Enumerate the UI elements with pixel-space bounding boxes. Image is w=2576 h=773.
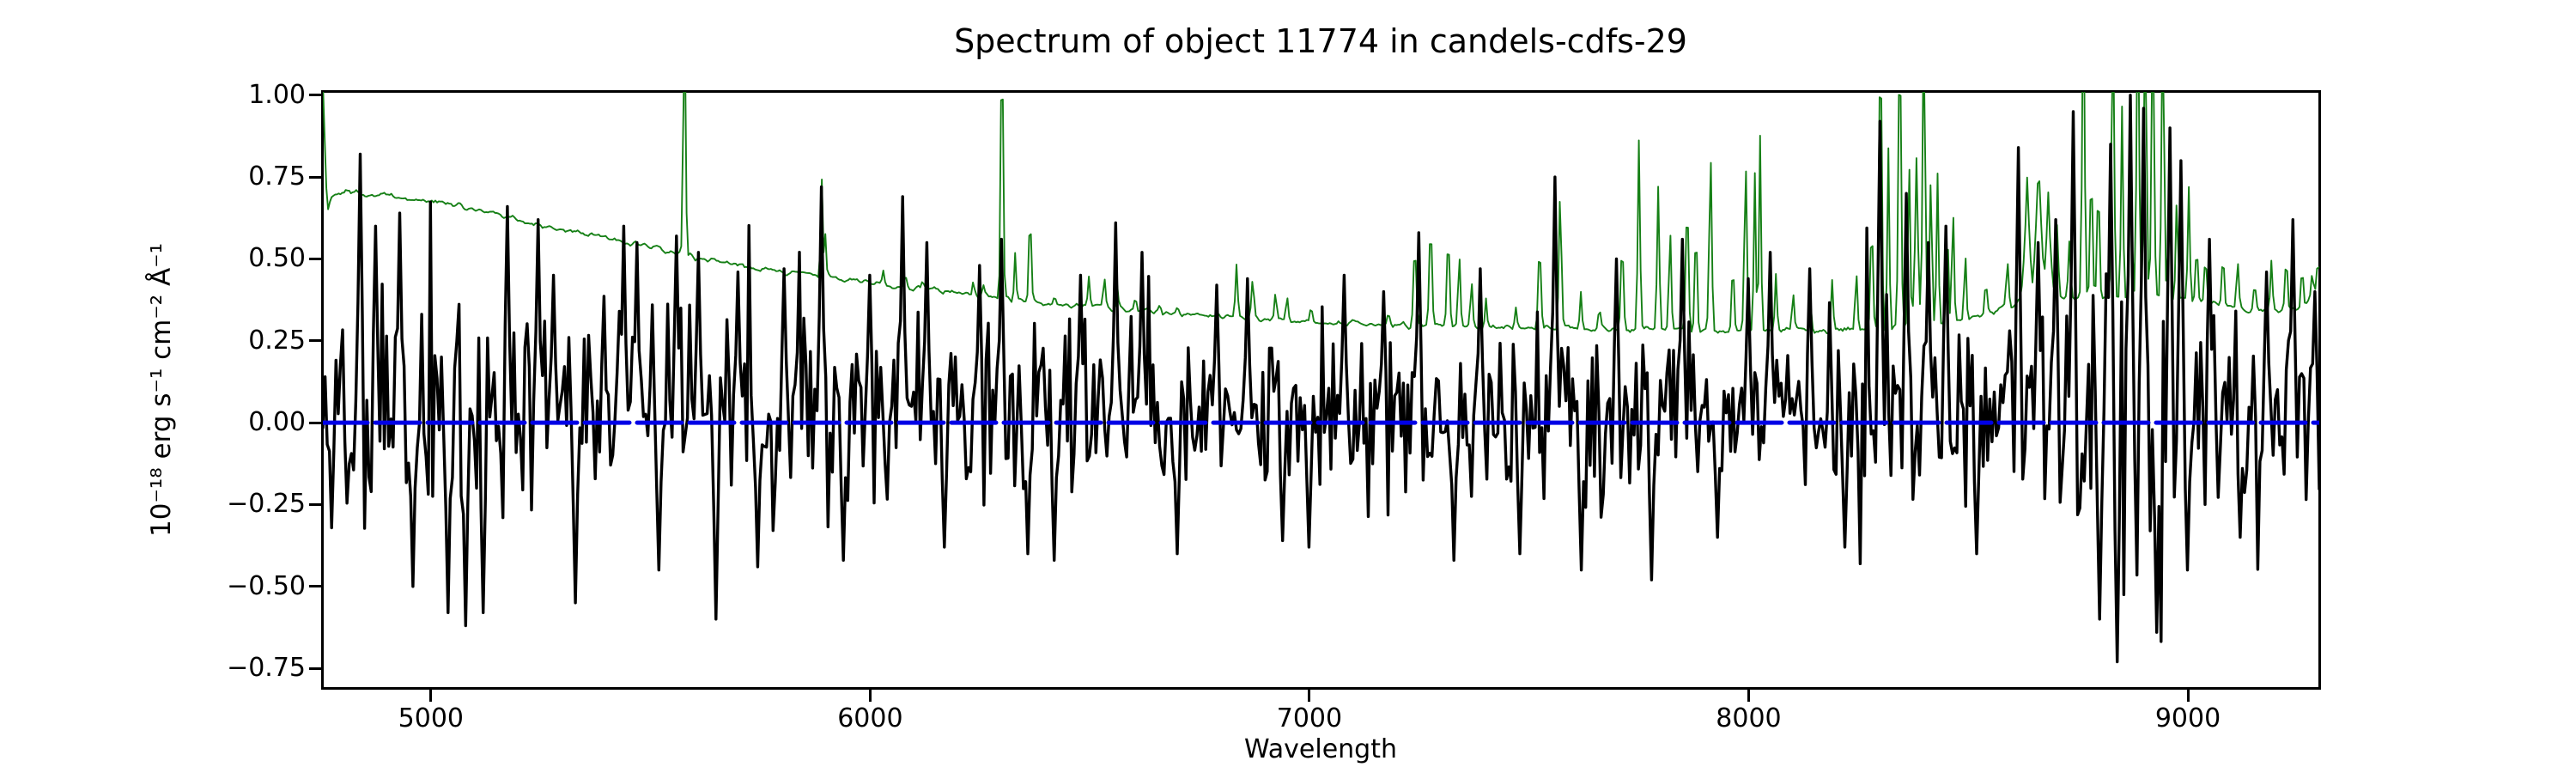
y-tick-mark: [309, 421, 321, 424]
spectrum-plot-svg: [323, 92, 2319, 664]
y-tick-mark: [309, 502, 321, 506]
y-tick-label: −0.50: [227, 570, 306, 601]
y-tick-mark: [309, 666, 321, 670]
x-axis-label: Wavelength: [1244, 734, 1397, 764]
plot-axes-frame: [321, 90, 2321, 690]
x-tick-mark: [1747, 690, 1750, 702]
y-tick-label: −0.25: [227, 489, 306, 520]
y-tick-mark: [309, 339, 321, 343]
chart-title: Spectrum of object 11774 in candels-cdfs…: [954, 22, 1687, 60]
y-tick-label: 0.25: [248, 325, 306, 356]
y-tick-label: 0.75: [248, 161, 306, 192]
y-tick-label: 0.00: [248, 407, 306, 438]
x-tick-mark: [1308, 690, 1311, 702]
x-tick-mark: [2186, 690, 2190, 702]
y-tick-mark: [309, 175, 321, 179]
y-tick-mark: [309, 94, 321, 97]
x-tick-mark: [868, 690, 872, 702]
x-tick-mark: [429, 690, 433, 702]
y-tick-label: −0.75: [227, 653, 306, 684]
flux-spectrum-line: [323, 94, 2319, 664]
y-tick-label: 1.00: [248, 79, 306, 110]
x-tick-label: 8000: [1716, 703, 1782, 733]
x-tick-label: 5000: [398, 703, 464, 733]
y-axis-label: 10⁻¹⁸ erg s⁻¹ cm⁻² Å⁻¹: [146, 243, 177, 537]
x-tick-label: 6000: [837, 703, 903, 733]
x-tick-label: 7000: [1276, 703, 1343, 733]
y-tick-mark: [309, 585, 321, 588]
y-tick-label: 0.50: [248, 243, 306, 274]
y-tick-mark: [309, 257, 321, 260]
x-tick-label: 9000: [2154, 703, 2221, 733]
